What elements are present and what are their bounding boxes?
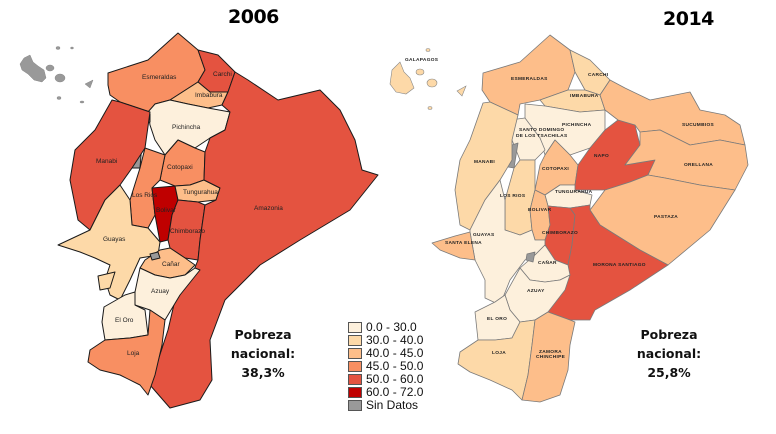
label-manabi-2014: MANABI (474, 159, 495, 165)
national-poverty-label-line2: nacional: (636, 346, 702, 361)
region-nodata-3-2006 (149, 251, 161, 261)
label-orellana-2014: ORELLANA (684, 162, 713, 168)
legend-swatch (348, 335, 362, 346)
label-pichincha-2014: PICHINCHA (562, 122, 592, 128)
label-eloro-2014: EL ORO (487, 316, 507, 322)
label-imbabura-2014: IMBABURA (570, 93, 599, 99)
region-morona-2014 (547, 204, 669, 321)
region-loja-2006 (87, 309, 166, 396)
label-santodomingo-1-2014: SANTO DOMINGO (519, 127, 564, 133)
national-poverty-label-line1: Pobreza (640, 327, 698, 342)
region-zamora-2014 (521, 311, 576, 403)
legend-item: 60.0 - 72.0 (348, 386, 423, 399)
label-pastaza-2014: PASTAZA (654, 214, 678, 220)
region-chimborazo-2006 (167, 199, 206, 261)
label-canar-2014: CAÑAR (538, 259, 557, 266)
label-esmeraldas-2014: ESMERALDAS (511, 76, 548, 82)
region-guayas-2014 (469, 179, 546, 306)
label-sucumbios-2014: SUCUMBIOS (682, 122, 715, 128)
label-loja-2014: LOJA (492, 350, 506, 356)
national-poverty-label-line1: Pobreza (234, 327, 292, 342)
legend-item: 0.0 - 30.0 (348, 321, 423, 334)
region-santaelena-2014 (431, 231, 476, 261)
label-canar-2006: Cañar (162, 261, 181, 268)
label-eloro-2006: El Oro (115, 317, 134, 324)
national-poverty-value: 25,8% (647, 365, 691, 380)
label-carchi-2006: Carchi (213, 71, 232, 78)
label-loja-2006: Loja (127, 350, 140, 357)
label-santaelena-2014: SANTA ELENA (445, 240, 482, 246)
legend-swatch (348, 374, 362, 385)
region-guayas-island-2006 (97, 271, 116, 291)
national-poverty-2006: Pobreza nacional: 38,3% (228, 325, 298, 382)
label-chimborazo-2014: CHIMBORAZO (542, 230, 578, 236)
label-pichincha-2006: Pichincha (172, 124, 201, 131)
legend-swatch (348, 348, 362, 359)
label-guayas-2006: Guayas (103, 236, 126, 243)
legend-swatch (348, 387, 362, 398)
national-poverty-2014: Pobreza nacional: 25,8% (634, 325, 704, 382)
legend-swatch (348, 322, 362, 333)
legend-label: 30.0 - 40.0 (366, 333, 424, 347)
label-morona-2014: MORONA SANTIAGO (593, 262, 646, 268)
legend: 0.0 - 30.0 30.0 - 40.0 40.0 - 45.0 45.0 … (348, 321, 423, 412)
legend-label: 50.0 - 60.0 (366, 372, 424, 386)
legend-label: Sin Datos (366, 398, 419, 412)
label-zamora-1-2014: ZAMORA (539, 349, 562, 355)
label-azuay-2014: AZUAY (527, 288, 545, 294)
region-azuay-2006 (134, 267, 201, 321)
label-zamora-2-2014: CHINCHIPE (536, 354, 566, 360)
label-manabi-2006: Manabi (96, 158, 117, 165)
legend-item: 30.0 - 40.0 (348, 334, 423, 347)
label-guayas-2014: GUAYAS (473, 232, 495, 238)
legend-label: 45.0 - 50.0 (366, 359, 424, 373)
legend-label: 60.0 - 72.0 (366, 385, 424, 399)
legend-item: 45.0 - 50.0 (348, 360, 423, 373)
label-amazonia-2006: Amazonia (254, 205, 283, 212)
map-title-2006: 2006 (228, 6, 279, 28)
label-carchi-2014: CARCHI (588, 72, 609, 78)
legend-item: Sin Datos (348, 399, 423, 412)
region-pichincha-2006 (147, 99, 231, 156)
label-imbabura-2006: Imbabura (195, 92, 223, 99)
label-losrios-2006: Los Rios (132, 192, 158, 199)
region-galapagos-2014 (389, 48, 467, 110)
label-losrios-2014: LOS RIOS (500, 193, 526, 199)
legend-item: 50.0 - 60.0 (348, 373, 423, 386)
label-cotopaxi-2006: Cotopaxi (167, 164, 193, 171)
label-chimborazo-2006: Chimborazo (170, 228, 205, 235)
region-nodata-2-2014 (525, 251, 536, 263)
label-cotopaxi-2014: COTOPAXI (542, 166, 569, 172)
region-guayas-2006 (57, 184, 161, 301)
label-azuay-2006: Azuay (151, 288, 170, 295)
label-bolivar-2006: Bolivar (156, 207, 177, 214)
map-title-2014: 2014 (663, 8, 714, 30)
region-santodomingo-2014 (509, 117, 546, 161)
region-galapagos-2006 (19, 46, 94, 104)
national-poverty-label-line2: nacional: (230, 346, 296, 361)
label-tungurahua-2006: Tungurahua (183, 189, 218, 196)
label-napo-2014: NAPO (594, 153, 609, 159)
legend-label: 40.0 - 45.0 (366, 346, 424, 360)
legend-swatch (348, 400, 362, 411)
label-santodomingo-2-2014: DE LOS TSACHILAS (516, 133, 568, 139)
legend-swatch (348, 361, 362, 372)
label-galapagos-2014: GALAPAGOS (405, 57, 439, 63)
label-tungurahua-2014: TUNGURAHUA (555, 189, 593, 195)
label-bolivar-2014: BOLIVAR (528, 207, 552, 213)
label-esmeraldas-2006: Esmeraldas (142, 74, 177, 81)
legend-label: 0.0 - 30.0 (366, 320, 417, 334)
national-poverty-value: 38,3% (241, 365, 285, 380)
legend-item: 40.0 - 45.0 (348, 347, 423, 360)
region-eloro-2006 (101, 291, 149, 341)
